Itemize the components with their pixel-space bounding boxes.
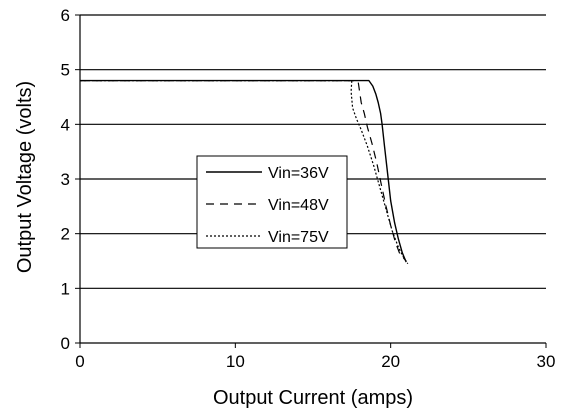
- y-tick-label: 2: [61, 225, 70, 244]
- x-tick-label: 0: [75, 352, 84, 371]
- y-tick-label: 3: [61, 170, 70, 189]
- series-line-vin-75v: [80, 79, 409, 265]
- axis-layer: [75, 14, 547, 348]
- x-tick-label: 20: [381, 352, 400, 371]
- y-tick-label: 4: [61, 115, 70, 134]
- series-line-vin-36v: [80, 79, 407, 263]
- legend-label-vin75: Vin=75V: [268, 229, 329, 246]
- legend-label-vin48: Vin=48V: [268, 197, 329, 214]
- x-tick-label: 10: [226, 352, 245, 371]
- y-tick-label: 6: [61, 6, 70, 25]
- series-line-vin-48v: [80, 79, 407, 262]
- x-axis-title: Output Current (amps): [213, 387, 413, 409]
- legend: Vin=36V Vin=48V Vin=75V: [196, 155, 348, 249]
- y-tick-label: 0: [61, 334, 70, 353]
- tick-label-layer: 0 1 2 3 4 5 6 0 10 20 30: [61, 6, 556, 371]
- legend-label-vin36: Vin=36V: [268, 165, 329, 182]
- y-axis-title: Output Voltage (volts): [14, 81, 36, 273]
- y-tick-label: 5: [61, 61, 70, 80]
- x-tick-label: 30: [537, 352, 556, 371]
- y-tick-label: 1: [61, 279, 70, 298]
- series-layer: [80, 79, 409, 265]
